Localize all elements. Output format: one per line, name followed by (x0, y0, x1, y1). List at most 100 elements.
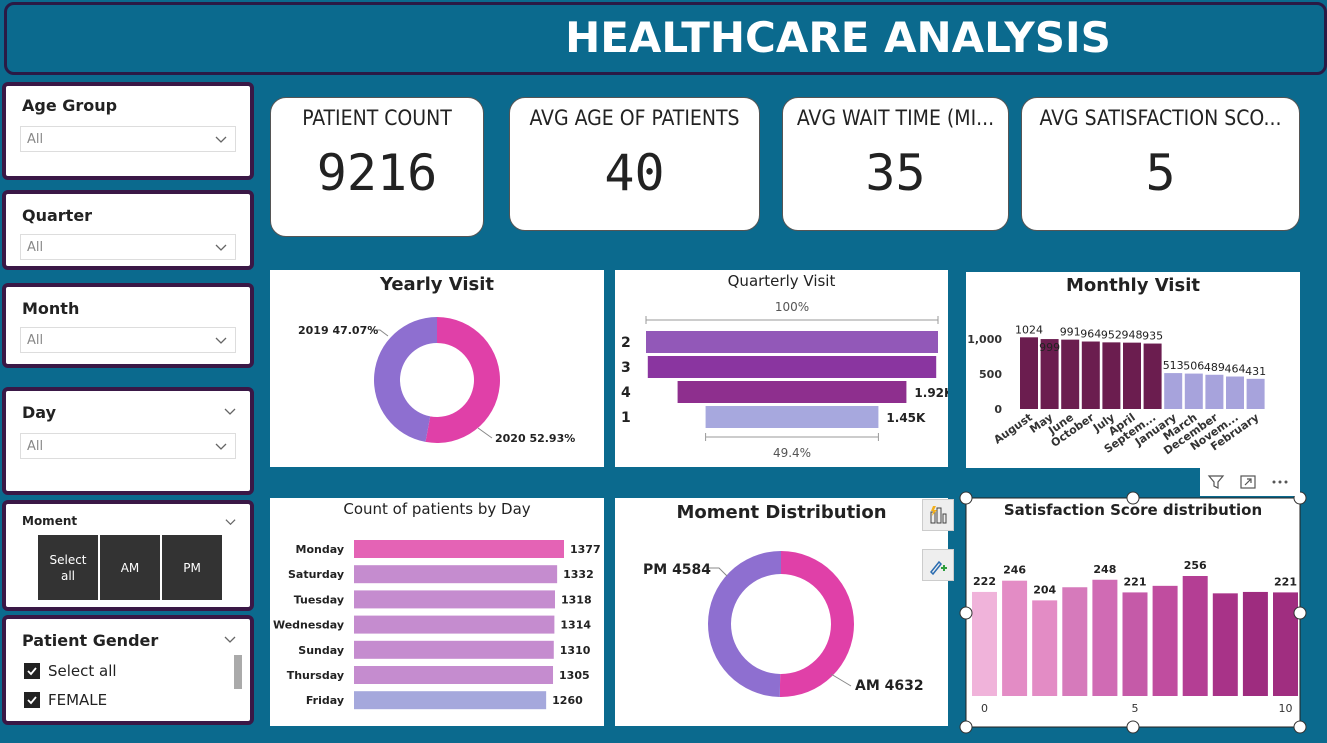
bar (1081, 341, 1100, 409)
gender-option-female[interactable]: FEMALE (24, 691, 107, 709)
chevron-down-icon (215, 136, 227, 143)
donut-slice (425, 317, 500, 443)
slicer-age-group: Age Group All (2, 82, 254, 180)
resize-handle[interactable] (1293, 720, 1307, 734)
filter-icon[interactable] (1200, 468, 1232, 496)
kpi-title: AVG WAIT TIME (MI... (796, 106, 995, 130)
slicer-title: Moment (22, 514, 78, 528)
data-label: 1260 (552, 694, 583, 707)
chevron-down-icon[interactable] (225, 516, 236, 527)
satisfaction-bar-chart: 222 246 204 248 221 256 221 0 5 10 (972, 559, 1298, 715)
kpi-value: 9216 (316, 144, 438, 202)
donut-slice (373, 317, 437, 442)
age-group-dropdown[interactable]: All (20, 126, 236, 152)
bar (1102, 342, 1121, 409)
day-dropdown[interactable]: All (20, 433, 236, 459)
quarter-dropdown[interactable]: All (20, 234, 236, 260)
x-tick-label: 0 (981, 702, 988, 715)
chart-satisfaction-score: Satisfaction Score distribution 222 246 20… (966, 498, 1300, 727)
resize-handle[interactable] (959, 606, 973, 620)
slicer-quarter: Quarter All (2, 190, 254, 270)
category-label: Monday (296, 543, 344, 556)
chart-title: Satisfaction Score distribution (1003, 501, 1263, 519)
x-tick-label: 10 (1279, 702, 1293, 715)
bar (1242, 591, 1268, 696)
data-label: 1.92K (914, 386, 948, 400)
bar (1040, 339, 1059, 409)
bar (1152, 585, 1178, 696)
bar (1184, 373, 1203, 409)
resize-handle[interactable] (959, 491, 973, 505)
moment-donut: PM 4584 AM 4632 (643, 551, 924, 697)
quarterly-funnel: 100% 2 3 4 1.92K 1 1.45K 49.4% (621, 300, 948, 460)
bar (354, 691, 547, 710)
data-label: 1310 (560, 644, 591, 657)
moment-pm-button[interactable]: PM (162, 535, 222, 600)
page-title: HEALTHCARE ANALYSIS (565, 13, 1111, 62)
x-tick-label: 5 (1132, 702, 1139, 715)
option-label: Select all (48, 662, 117, 680)
moment-select-all-button[interactable]: Select all (38, 535, 98, 600)
bar (1032, 600, 1058, 696)
checkbox-checked-icon[interactable] (24, 663, 40, 679)
data-label: 506 (1183, 360, 1204, 373)
resize-handle[interactable] (959, 720, 973, 734)
chart-monthly-visit: Monthly Visit 1,000 500 0 1024 August 999 May 9… (966, 272, 1300, 468)
focus-mode-icon[interactable] (1232, 468, 1264, 496)
format-paint-icon[interactable] (922, 549, 954, 581)
leader-line (709, 567, 728, 577)
option-label: FEMALE (48, 691, 108, 709)
chart-moment-distribution: Moment Distribution PM 4584 AM 4632 (615, 498, 948, 726)
kpi-avg-satisfaction: AVG SATISFACTION SCO... 5 (1021, 97, 1300, 231)
bar (1092, 579, 1118, 696)
data-label: 489 (1204, 361, 1225, 374)
donut-slice (708, 551, 781, 697)
bar (1020, 337, 1038, 409)
kpi-title: PATIENT COUNT (302, 106, 452, 130)
bar (1212, 593, 1238, 696)
checkbox-checked-icon[interactable] (24, 692, 40, 708)
bar (1002, 580, 1028, 696)
chart-yearly-visit: Yearly Visit 2019 47.07% 2020 52.93% (270, 270, 604, 467)
analytics-icon[interactable] (922, 499, 954, 531)
data-label: 221 (1124, 575, 1147, 588)
data-label: 991 (1060, 326, 1081, 339)
category-label: 3 (621, 360, 631, 376)
data-label: 222 (973, 575, 996, 588)
chart-quarterly-visit: Quarterly Visit 100% 2 3 4 1.92K 1 1.45K 49.4% (615, 270, 948, 467)
chart-title: Yearly Visit (379, 274, 495, 295)
data-label: 513 (1163, 359, 1184, 372)
category-label: 1 (621, 410, 631, 426)
gender-option-select-all[interactable]: Select all (24, 662, 117, 680)
data-label: 221 (1274, 575, 1297, 588)
chevron-down-icon[interactable] (224, 405, 236, 417)
data-label: 2020 52.93% (495, 432, 575, 445)
more-options-icon[interactable] (1264, 468, 1296, 496)
category-label: Tuesday (294, 593, 344, 606)
resize-handle[interactable] (1293, 606, 1307, 620)
scrollbar-thumb[interactable] (234, 655, 242, 689)
bar (1123, 342, 1141, 409)
data-label: 1.45K (886, 411, 926, 425)
data-label: 1318 (561, 593, 592, 606)
data-label: 948 (1122, 329, 1143, 342)
bar (354, 590, 556, 609)
chevron-down-icon (215, 337, 227, 344)
bar (1226, 376, 1244, 409)
bar (972, 591, 997, 696)
button-label: Select all (49, 552, 87, 583)
resize-handle[interactable] (1126, 491, 1140, 505)
chart-title: Quarterly Visit (727, 272, 836, 290)
funnel-bar (705, 406, 879, 428)
moment-am-button[interactable]: AM (100, 535, 160, 600)
chevron-down-icon[interactable] (224, 633, 236, 645)
bar (354, 615, 555, 634)
month-dropdown[interactable]: All (20, 327, 236, 353)
donut-slice (779, 551, 855, 697)
data-label: 1314 (560, 619, 591, 632)
data-label: PM 4584 (643, 562, 711, 578)
slicer-title: Month (22, 299, 80, 318)
kpi-patient-count: PATIENT COUNT 9216 (270, 97, 484, 237)
resize-handle[interactable] (1126, 720, 1140, 734)
category-label: Saturday (288, 568, 344, 581)
